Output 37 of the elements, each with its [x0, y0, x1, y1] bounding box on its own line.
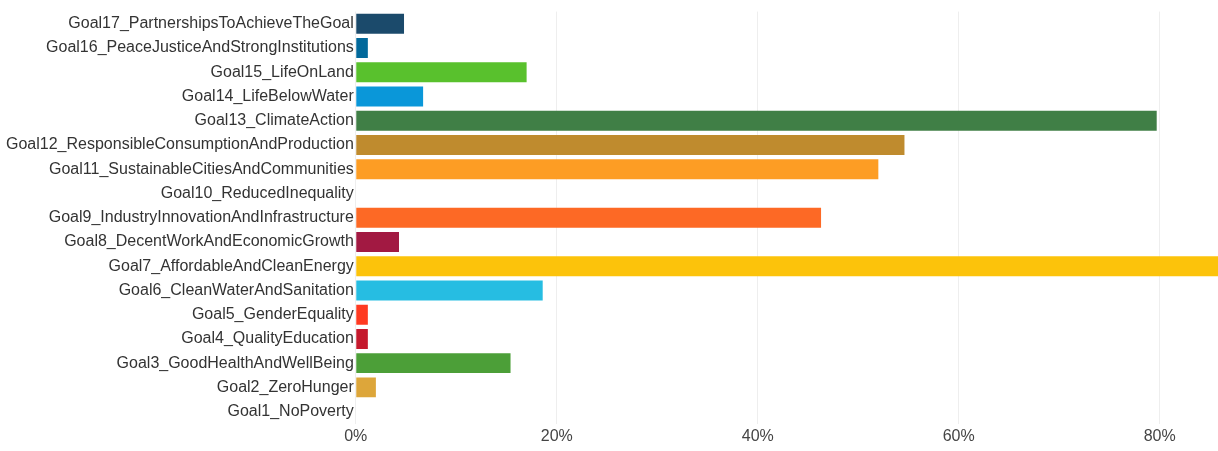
bar [356, 159, 879, 180]
y-tick-label: Goal15_LifeOnLand [210, 62, 354, 81]
y-tick-label: Goal14_LifeBelowWater [181, 86, 355, 105]
y-tick-label: Goal1_NoPoverty [227, 402, 354, 421]
bar [356, 135, 905, 155]
bar [356, 207, 822, 228]
x-tick-label: 0% [344, 426, 368, 444]
bar [356, 38, 368, 58]
bar [356, 256, 1218, 277]
y-tick-label: Goal10_ReducedInequality [160, 183, 354, 202]
bar [356, 86, 424, 107]
y-tick-label: Goal5_GenderEquality [191, 305, 354, 324]
y-tick-label: Goal3_GoodHealthAndWellBeing [116, 353, 354, 372]
bar [356, 353, 511, 374]
y-tick-label: Goal13_ClimateAction [194, 111, 354, 130]
x-tick-label: 60% [942, 426, 975, 444]
y-tick-label: Goal8_DecentWorkAndEconomicGrowth [64, 232, 354, 251]
bar [356, 377, 376, 398]
y-tick-label: Goal17_PartnershipsToAchieveTheGoal [68, 14, 354, 33]
x-tick-label: 20% [540, 426, 573, 444]
y-tick-label: Goal2_ZeroHunger [216, 377, 355, 396]
bar [356, 328, 368, 349]
y-tick-label: Goal6_CleanWaterAndSanitation [118, 280, 354, 299]
bar [356, 62, 527, 83]
x-tick-label: 40% [741, 426, 774, 444]
y-tick-label: Goal11_SustainableCitiesAndCommunities [49, 159, 354, 178]
y-tick-label: Goal9_IndustryInnovationAndInfrastructure [48, 208, 354, 227]
y-tick-label: Goal7_AffordableAndCleanEnergy [108, 256, 354, 275]
bar [356, 110, 1157, 131]
bar [356, 304, 368, 325]
x-tick-label: 80% [1143, 426, 1176, 444]
bar [356, 13, 405, 34]
bar [356, 280, 543, 301]
y-tick-label: Goal12_ResponsibleConsumptionAndProduction [6, 135, 354, 154]
bar [356, 232, 399, 252]
y-tick-label: Goal4_QualityEducation [181, 329, 354, 348]
y-tick-label: Goal16_PeaceJusticeAndStrongInstitutions [46, 38, 354, 57]
